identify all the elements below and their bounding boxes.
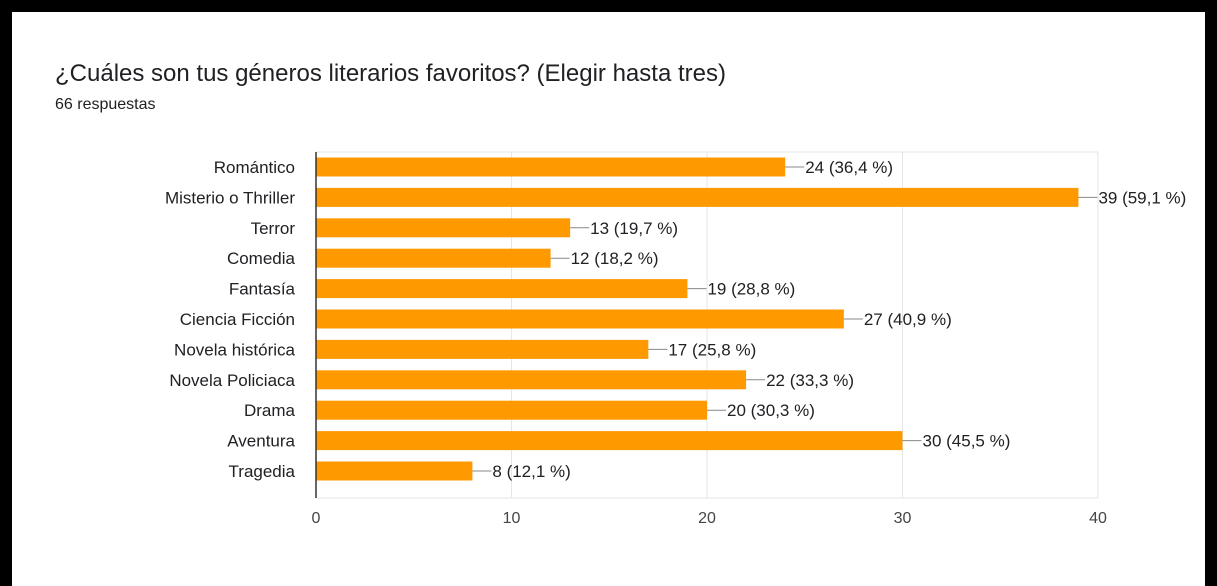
bar[interactable] — [316, 157, 786, 177]
data-label: 39 (59,1 %) — [1098, 188, 1186, 207]
question-title: ¿Cuáles son tus géneros literarios favor… — [55, 60, 726, 87]
bar[interactable] — [316, 218, 571, 238]
bar[interactable] — [316, 400, 707, 420]
bar[interactable] — [316, 461, 473, 481]
data-label: 17 (25,8 %) — [668, 340, 756, 359]
data-label: 13 (19,7 %) — [590, 219, 678, 238]
category-label: Drama — [244, 401, 296, 420]
x-tick-label: 10 — [503, 510, 521, 527]
bar[interactable] — [316, 248, 551, 268]
x-tick-label: 30 — [894, 510, 912, 527]
data-label: 12 (18,2 %) — [571, 249, 659, 268]
bar[interactable] — [316, 279, 688, 299]
data-label: 8 (12,1 %) — [492, 462, 570, 481]
category-label: Romántico — [214, 158, 295, 177]
data-label: 30 (45,5 %) — [923, 432, 1011, 451]
x-tick-label: 40 — [1089, 510, 1107, 527]
form-response-card: ¿Cuáles son tus géneros literarios favor… — [12, 12, 1205, 586]
category-label: Tragedia — [229, 462, 296, 481]
x-tick-label: 20 — [698, 510, 716, 527]
x-tick-label: 0 — [312, 510, 321, 527]
data-label: 22 (33,3 %) — [766, 371, 854, 390]
data-label: 20 (30,3 %) — [727, 401, 815, 420]
category-label: Aventura — [227, 432, 295, 451]
bar[interactable] — [316, 339, 649, 359]
category-label: Comedia — [227, 249, 296, 268]
category-label: Misterio o Thriller — [165, 188, 295, 207]
category-label: Fantasía — [229, 280, 296, 299]
category-label: Ciencia Ficción — [180, 310, 295, 329]
bar[interactable] — [316, 370, 747, 390]
category-label: Novela Policiaca — [169, 371, 295, 390]
bar-chart: 0 10 20 30 40 Romántico 24 (36,4 %) Misterio o … — [165, 151, 1186, 527]
bar[interactable] — [316, 187, 1079, 207]
category-label: Terror — [251, 219, 296, 238]
data-label: 24 (36,4 %) — [805, 158, 893, 177]
data-label: 19 (28,8 %) — [707, 280, 795, 299]
bar[interactable] — [316, 431, 903, 451]
bar[interactable] — [316, 309, 844, 329]
category-label: Novela histórica — [174, 340, 295, 359]
response-count: 66 respuestas — [55, 96, 156, 113]
data-label: 27 (40,9 %) — [864, 310, 952, 329]
